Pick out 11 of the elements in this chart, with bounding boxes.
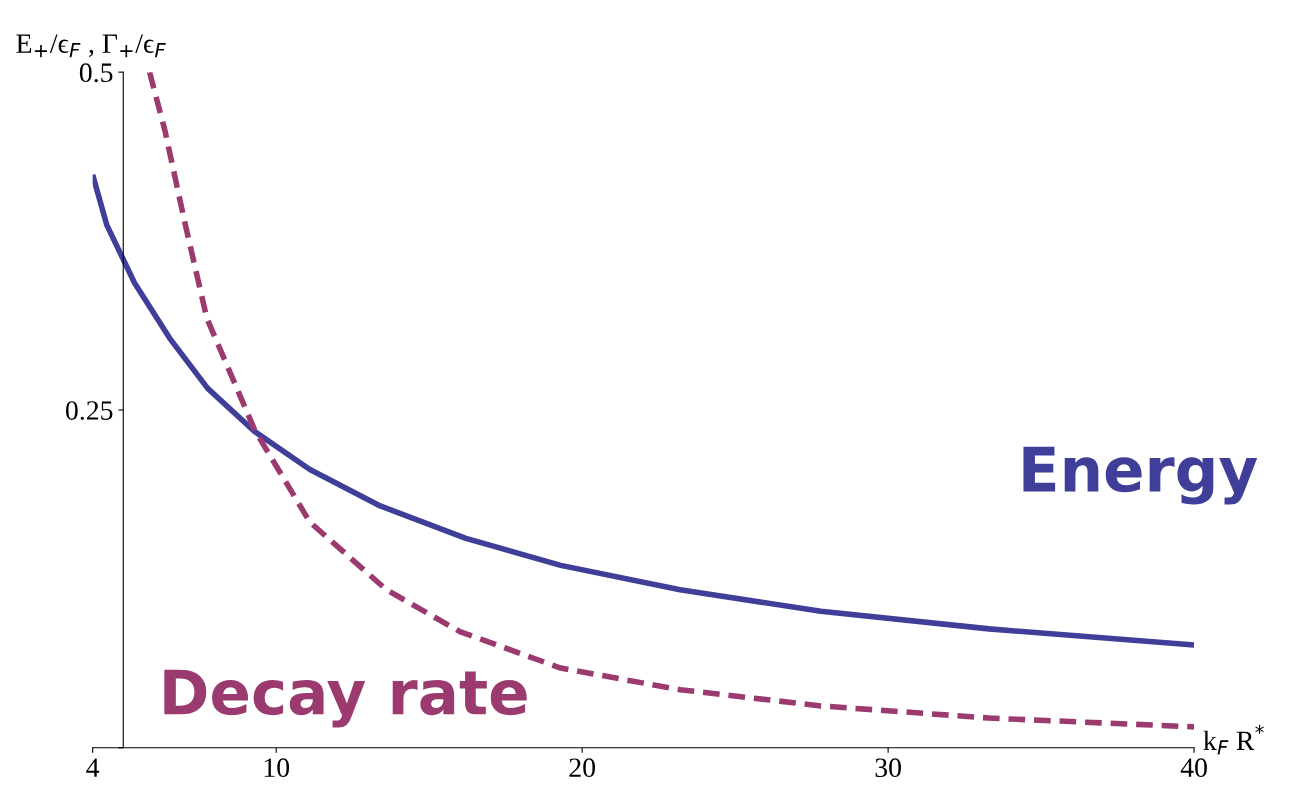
y-tick-label: 0.5 [79,63,113,83]
x-tick-label: 40 [1180,758,1207,778]
x-tick-label: 10 [264,758,290,778]
y-tick-label: 0.25 [65,401,113,421]
x-tick-label: 20 [569,758,595,778]
series-label: Decay rate [164,669,527,728]
x-axis-title: k$_{F}$ R$^{*}$ [1203,724,1264,755]
x-tick-label: 4 [86,758,100,777]
x-tick-label: 30 [875,758,901,778]
text: Energy [1023,446,1258,505]
y-axis-title: E$_{+}$/ϵ$_{F}$ , Γ$_{+}$/ϵ$_{F}$ [16,34,166,58]
